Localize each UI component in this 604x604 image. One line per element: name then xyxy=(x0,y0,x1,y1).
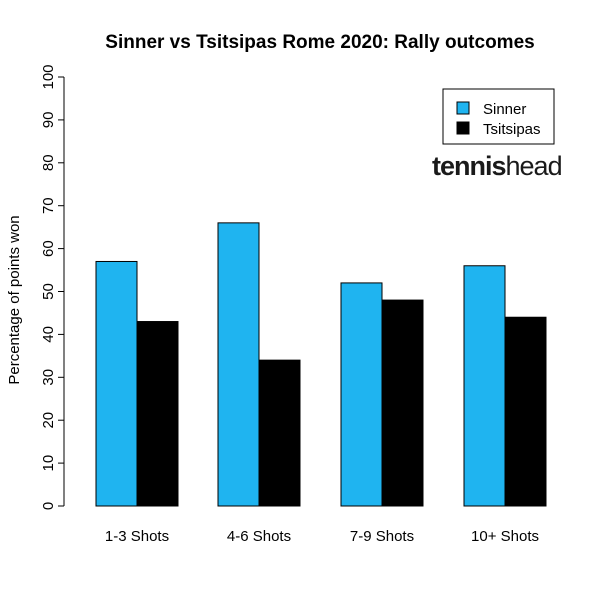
bar-tsitsipas-1 xyxy=(258,359,301,507)
y-tick-label: 60 xyxy=(40,240,57,257)
y-tick-label: 80 xyxy=(40,154,57,171)
chart-title: Sinner vs Tsitsipas Rome 2020: Rally out… xyxy=(105,32,534,53)
bar-tsitsipas-3 xyxy=(504,316,547,507)
x-tick-label: 10+ Shots xyxy=(471,528,539,545)
legend-swatch-tsitsipas xyxy=(456,121,470,135)
logo-text-bold: tennis xyxy=(432,151,506,181)
tennishead-logo: tennishead xyxy=(432,151,563,181)
bar-sinner-3 xyxy=(463,265,506,507)
x-axis-labels: 1-3 Shots 4-6 Shots 7-9 Shots 10+ Shots xyxy=(105,528,539,545)
y-tick-label: 50 xyxy=(40,283,57,300)
bar-sinner-0 xyxy=(95,260,138,507)
y-tick-label: 30 xyxy=(40,369,57,386)
legend-label-sinner: Sinner xyxy=(483,101,526,118)
y-tick-label: 40 xyxy=(40,326,57,343)
legend-swatch-sinner xyxy=(456,101,470,115)
x-tick-label: 4-6 Shots xyxy=(227,528,291,545)
bars xyxy=(95,222,547,507)
svg-text:tennishead: tennishead xyxy=(432,151,562,181)
y-tick-label: 90 xyxy=(40,112,57,129)
y-axis-label: Percentage of points won xyxy=(6,215,23,384)
bar-sinner-2 xyxy=(340,282,383,507)
y-tick-label: 0 xyxy=(40,502,57,510)
y-tick-label: 70 xyxy=(40,197,57,214)
y-tick-label: 20 xyxy=(40,412,57,429)
legend: Sinner Tsitsipas xyxy=(442,88,555,145)
y-tick-label: 10 xyxy=(40,455,57,472)
x-tick-label: 1-3 Shots xyxy=(105,528,169,545)
legend-label-tsitsipas: Tsitsipas xyxy=(483,121,541,138)
y-tick-label: 100 xyxy=(40,64,57,89)
bar-sinner-1 xyxy=(217,222,260,507)
legend-box xyxy=(442,88,555,145)
bar-tsitsipas-0 xyxy=(136,321,179,507)
x-tick-label: 7-9 Shots xyxy=(350,528,414,545)
logo-text-light: head xyxy=(506,151,562,181)
bar-tsitsipas-2 xyxy=(381,299,424,507)
y-axis: 0 10 20 30 40 50 60 70 80 90 100 xyxy=(40,64,65,510)
